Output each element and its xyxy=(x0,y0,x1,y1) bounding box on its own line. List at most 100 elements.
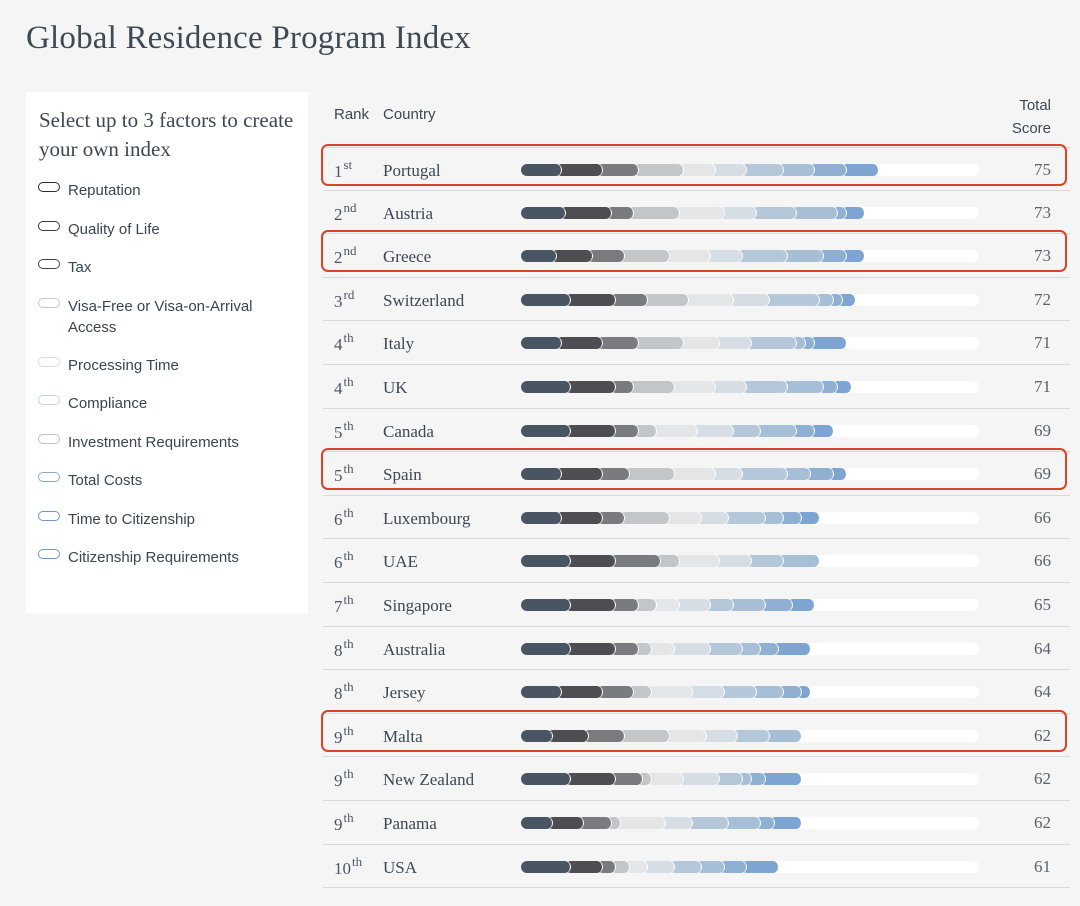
table-row[interactable]: 4th Italy 71 xyxy=(323,321,1070,365)
factor-toggle-pill-icon[interactable] xyxy=(38,472,60,482)
score-bar-segment[interactable] xyxy=(564,860,603,873)
table-row[interactable]: 8th Jersey 64 xyxy=(323,670,1070,714)
factor-option[interactable]: Time to Citizenship xyxy=(38,509,296,530)
score-bar-segment[interactable] xyxy=(718,206,757,219)
score-bar-segment[interactable] xyxy=(632,337,685,350)
score-bar-segment[interactable] xyxy=(755,424,798,437)
score-bar-segment[interactable] xyxy=(678,337,721,350)
score-bar-segment[interactable] xyxy=(596,164,639,176)
score-bar-segment[interactable] xyxy=(678,773,721,786)
score-bar-segment[interactable] xyxy=(727,598,766,611)
score-bar-segment[interactable] xyxy=(696,860,725,873)
score-bar-segment[interactable] xyxy=(668,860,703,873)
score-bar-segment[interactable] xyxy=(736,468,789,481)
score-bar-segment[interactable] xyxy=(564,642,617,655)
score-bar-segment[interactable] xyxy=(777,511,802,524)
factor-toggle-pill-icon[interactable] xyxy=(38,433,60,444)
table-row[interactable]: 8th Australia 64 xyxy=(323,627,1070,671)
factor-option[interactable]: Tax xyxy=(38,257,296,278)
score-bar-segment[interactable] xyxy=(610,424,639,437)
table-row[interactable]: 1st Portugal 75 xyxy=(321,144,1070,191)
score-bar-segment[interactable] xyxy=(705,250,743,263)
table-row[interactable]: 5th Canada 69 xyxy=(323,409,1070,453)
country-name[interactable]: UAE xyxy=(383,552,418,572)
country-name[interactable]: Canada xyxy=(383,421,434,441)
score-bar-segment[interactable] xyxy=(736,642,762,655)
country-name[interactable]: Australia xyxy=(383,639,446,659)
score-bar-segment[interactable] xyxy=(818,250,848,263)
country-name[interactable]: Greece xyxy=(383,247,432,267)
factor-option[interactable]: Reputation xyxy=(38,180,296,201)
score-bar-segment[interactable] xyxy=(687,816,730,829)
score-bar-segment[interactable] xyxy=(587,250,626,263)
country-name[interactable]: UK xyxy=(383,377,408,397)
score-bar-segment[interactable] xyxy=(521,250,558,263)
table-row[interactable]: 7th Singapore 65 xyxy=(323,583,1070,627)
score-bar-segment[interactable] xyxy=(718,860,748,873)
score-bar-segment[interactable] xyxy=(786,598,816,611)
score-bar-segment[interactable] xyxy=(564,293,617,306)
score-bar-segment[interactable] xyxy=(521,511,562,524)
score-bar-segment[interactable] xyxy=(623,468,675,481)
factor-toggle-pill-icon[interactable] xyxy=(38,356,60,367)
score-bar-segment[interactable] xyxy=(521,729,553,742)
score-bar-segment[interactable] xyxy=(596,468,630,481)
score-bar-segment[interactable] xyxy=(628,686,653,699)
score-bar-segment[interactable] xyxy=(521,206,567,219)
score-bar-segment[interactable] xyxy=(841,250,866,263)
score-bar-segment[interactable] xyxy=(564,380,617,393)
score-bar-segment[interactable] xyxy=(759,598,793,611)
score-bar-segment[interactable] xyxy=(596,337,639,350)
score-bar-segment[interactable] xyxy=(521,642,571,655)
table-row[interactable]: 5th Spain 69 xyxy=(321,448,1070,496)
score-bar-segment[interactable] xyxy=(628,206,680,219)
score-bar-segment[interactable] xyxy=(521,424,571,437)
score-bar-segment[interactable] xyxy=(610,380,635,393)
score-bar-segment[interactable] xyxy=(521,686,562,699)
score-bar-segment[interactable] xyxy=(668,642,712,655)
score-bar-segment[interactable] xyxy=(664,250,712,263)
score-bar-segment[interactable] xyxy=(610,773,644,786)
factor-toggle-pill-icon[interactable] xyxy=(38,297,60,308)
score-bar-segment[interactable] xyxy=(632,598,657,611)
score-bar-segment[interactable] xyxy=(664,729,707,742)
country-name[interactable]: Spain xyxy=(383,465,422,485)
score-bar-segment[interactable] xyxy=(610,598,639,611)
score-bar-segment[interactable] xyxy=(623,860,648,873)
score-bar-segment[interactable] xyxy=(809,337,848,350)
factor-option[interactable]: Quality of Life xyxy=(38,219,296,240)
score-bar-segment[interactable] xyxy=(768,816,802,829)
score-bar-segment[interactable] xyxy=(521,860,571,873)
country-name[interactable]: Switzerland xyxy=(383,290,465,310)
score-bar-segment[interactable] xyxy=(582,729,626,742)
table-row[interactable]: 3rd Switzerland 72 xyxy=(323,278,1070,322)
score-bar-segment[interactable] xyxy=(521,293,571,306)
score-bar-segment[interactable] xyxy=(632,164,685,176)
score-bar-segment[interactable] xyxy=(705,598,734,611)
country-name[interactable]: Singapore xyxy=(383,595,452,615)
country-name[interactable]: Panama xyxy=(383,813,437,833)
score-bar-segment[interactable] xyxy=(521,773,571,786)
score-bar-segment[interactable] xyxy=(732,729,771,742)
factor-toggle-pill-icon[interactable] xyxy=(38,259,60,269)
score-bar-segment[interactable] xyxy=(705,642,743,655)
score-bar-segment[interactable] xyxy=(809,164,848,176)
score-bar-segment[interactable] xyxy=(741,860,780,873)
score-bar-segment[interactable] xyxy=(714,773,743,786)
score-bar-segment[interactable] xyxy=(691,424,734,437)
score-bar-segment[interactable] xyxy=(546,816,585,829)
score-bar-segment[interactable] xyxy=(646,686,694,699)
score-bar-segment[interactable] xyxy=(650,598,680,611)
score-bar-segment[interactable] xyxy=(782,250,825,263)
score-bar-segment[interactable] xyxy=(564,424,617,437)
table-row[interactable]: 6th UAE 66 xyxy=(323,539,1070,583)
score-bar-segment[interactable] xyxy=(741,380,789,393)
score-bar-segment[interactable] xyxy=(605,206,635,219)
score-bar-segment[interactable] xyxy=(551,250,594,263)
score-bar-segment[interactable] xyxy=(777,555,820,568)
score-bar-segment[interactable] xyxy=(610,642,639,655)
score-bar-segment[interactable] xyxy=(521,337,562,350)
score-bar-segment[interactable] xyxy=(673,555,721,568)
score-bar-segment[interactable] xyxy=(564,555,617,568)
score-bar-segment[interactable] xyxy=(723,511,766,524)
